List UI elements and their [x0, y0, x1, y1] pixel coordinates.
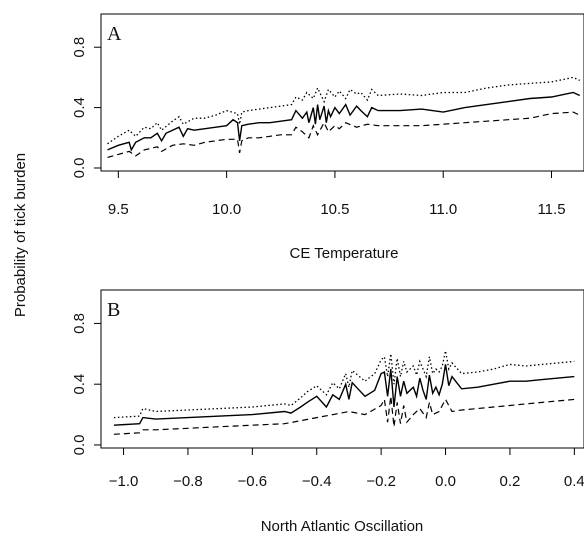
- panel-b-y-tick-label: 0.8: [71, 313, 88, 334]
- panel-b-label: B: [107, 299, 120, 321]
- panel-a-y-tick-label: 0.4: [71, 97, 88, 118]
- panel-b-x-tick-label: 0.0: [435, 473, 456, 490]
- panel-a-x-axis: 9.5 10.0 10.5 11.0 11.5: [108, 171, 566, 218]
- panel-a-lower-line: [107, 111, 580, 158]
- panel-a-x-tick-label: 11.5: [537, 201, 565, 218]
- panel-b-frame: [100, 289, 584, 449]
- panel-a-y-tick-label: 0.8: [71, 37, 88, 58]
- panel-a-y-axis: 0.0 0.4 0.8: [71, 37, 101, 179]
- panel-a-x-tick-label: 10.0: [212, 201, 241, 218]
- panel-a-frame: [100, 13, 584, 172]
- panel-b-x-axis: −1.0 −0.8 −0.6 −0.4 −0.2 0.0 0.2 0.4: [109, 448, 584, 490]
- panel-b-series: [113, 350, 575, 435]
- panel-b-y-tick-label: 0.4: [71, 374, 88, 395]
- panel-a-x-tick-label: 9.5: [108, 201, 129, 218]
- panel-a-label: A: [107, 23, 122, 45]
- panel-b-x-tick-label: −0.6: [238, 473, 268, 490]
- panel-b-x-axis-title: North Atlantic Oscillation: [261, 518, 424, 535]
- panel-a-x-tick-label: 11.0: [429, 201, 457, 218]
- panel-a-series: [107, 76, 580, 158]
- panel-b-upper-line: [113, 350, 575, 419]
- panel-a-x-tick-label: 10.5: [320, 201, 349, 218]
- panel-b-x-tick-label: −0.8: [173, 473, 203, 490]
- panel-b-x-tick-label: 0.4: [564, 473, 584, 490]
- panel-a: A 9.5 10.0 10.5 11.0 11.5 0.0 0.4 0.8 CE Tempe…: [71, 13, 584, 262]
- panel-b: B −1.0 −0.8 −0.6 −0.4 −0.2 0.0 0.2 0.4 0.00.40.…: [71, 289, 584, 535]
- panel-b-fit-line: [113, 364, 575, 426]
- panel-b-x-tick-label: −0.4: [302, 473, 332, 490]
- panel-a-x-axis-title: CE Temperature: [290, 245, 399, 262]
- panel-a-upper-line: [107, 76, 580, 145]
- panel-b-y-tick-label: 0.0: [71, 435, 88, 456]
- panel-a-y-tick-label: 0.0: [71, 158, 88, 179]
- panel-b-x-tick-label: −1.0: [109, 473, 139, 490]
- panel-a-fit-line: [107, 91, 580, 152]
- panel-b-lower-line: [113, 396, 575, 435]
- panel-b-x-tick-label: 0.2: [500, 473, 521, 490]
- y-axis-title: Probability of tick burden: [12, 153, 29, 317]
- panel-b-y-axis: 0.0 0.4 0.8: [71, 313, 101, 455]
- panel-b-x-tick-label: −0.2: [366, 473, 396, 490]
